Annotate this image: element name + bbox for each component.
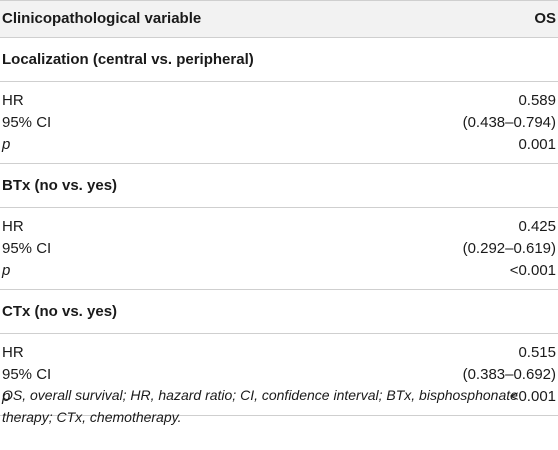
row-label: p bbox=[2, 262, 11, 279]
header-os: OS bbox=[534, 10, 556, 27]
section-title: CTx (no vs. yes) bbox=[2, 303, 118, 320]
row-label: HR bbox=[2, 344, 24, 361]
row-value: 0.515 bbox=[518, 344, 556, 361]
section-ctx-values: HR 0.515 95% CI (0.383–0.692) p <0.001 bbox=[0, 334, 558, 416]
results-table: Clinicopathological variable OS Localiza… bbox=[0, 0, 558, 416]
section-title: Localization (central vs. peripheral) bbox=[2, 51, 254, 68]
row-label: HR bbox=[2, 92, 24, 109]
table-row: HR 0.425 bbox=[0, 218, 558, 238]
row-label: 95% CI bbox=[2, 240, 52, 257]
table-row: 95% CI (0.292–0.619) bbox=[0, 240, 558, 260]
table-row: p 0.001 bbox=[0, 136, 558, 156]
row-value: (0.383–0.692) bbox=[462, 366, 556, 383]
row-value: <0.001 bbox=[509, 388, 556, 405]
row-value: (0.438–0.794) bbox=[462, 114, 556, 131]
row-value: 0.425 bbox=[518, 218, 556, 235]
section-title: BTx (no vs. yes) bbox=[2, 177, 118, 194]
table-row: HR 0.515 bbox=[0, 344, 558, 364]
table-footnote: OS, overall survival; HR, hazard ratio; … bbox=[2, 387, 518, 425]
row-value: <0.001 bbox=[509, 262, 556, 279]
row-label: 95% CI bbox=[2, 114, 52, 131]
table-header: Clinicopathological variable OS bbox=[0, 0, 558, 38]
row-value: 0.001 bbox=[518, 136, 556, 153]
row-value: (0.292–0.619) bbox=[462, 240, 556, 257]
table-row: 95% CI (0.438–0.794) bbox=[0, 114, 558, 134]
table-row: HR 0.589 bbox=[0, 92, 558, 112]
row-label: 95% CI bbox=[2, 366, 52, 383]
section-ctx-title-row: CTx (no vs. yes) bbox=[0, 290, 558, 334]
row-label: p bbox=[2, 388, 11, 405]
table-row: 95% CI (0.383–0.692) bbox=[0, 366, 558, 386]
section-localization-values: HR 0.589 95% CI (0.438–0.794) p 0.001 bbox=[0, 82, 558, 164]
row-label: p bbox=[2, 136, 11, 153]
section-localization-title-row: Localization (central vs. peripheral) bbox=[0, 38, 558, 82]
section-btx-title-row: BTx (no vs. yes) bbox=[0, 164, 558, 208]
table-row: p <0.001 bbox=[0, 262, 558, 282]
row-label: HR bbox=[2, 218, 24, 235]
table-row: p <0.001 bbox=[0, 388, 558, 408]
header-variable: Clinicopathological variable bbox=[2, 10, 202, 27]
row-value: 0.589 bbox=[518, 92, 556, 109]
section-btx-values: HR 0.425 95% CI (0.292–0.619) p <0.001 bbox=[0, 208, 558, 290]
